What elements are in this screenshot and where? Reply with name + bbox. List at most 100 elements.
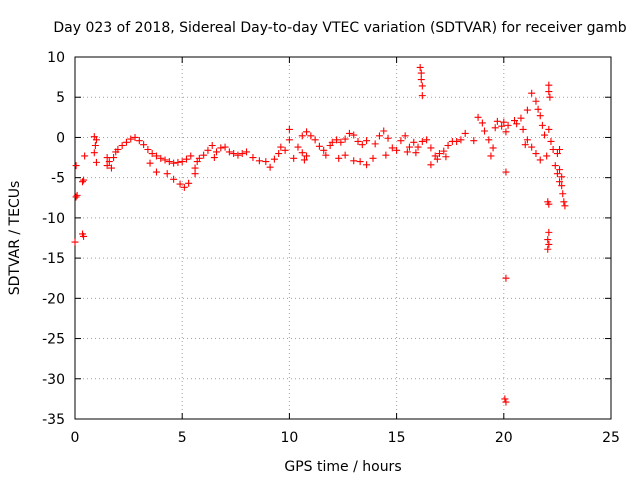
- data-point: [461, 129, 469, 137]
- data-point: [547, 137, 555, 145]
- data-point: [217, 144, 225, 152]
- data-point: [553, 150, 561, 158]
- data-point: [559, 190, 567, 198]
- data-point: [335, 154, 343, 162]
- data-point: [478, 119, 486, 127]
- data-point: [489, 144, 497, 152]
- data-point: [105, 158, 113, 166]
- data-point: [91, 141, 99, 149]
- data-point: [375, 132, 383, 140]
- data-point: [556, 146, 564, 154]
- data-point: [356, 158, 364, 166]
- data-point: [412, 149, 420, 157]
- y-tick-label: 0: [56, 130, 65, 146]
- data-point: [191, 164, 199, 172]
- data-point: [144, 146, 152, 154]
- data-point: [493, 117, 501, 125]
- data-point: [72, 193, 80, 201]
- data-point: [110, 154, 118, 162]
- data-point: [320, 146, 328, 154]
- data-point: [221, 143, 229, 151]
- data-point: [501, 395, 509, 403]
- data-point: [553, 170, 561, 178]
- data-point: [543, 152, 551, 160]
- data-point: [521, 141, 529, 149]
- data-point: [290, 154, 298, 162]
- data-point: [502, 168, 510, 176]
- data-point: [481, 127, 489, 135]
- data-point: [551, 162, 559, 170]
- data-point: [350, 131, 358, 139]
- data-point: [363, 161, 371, 169]
- y-tick-label: 10: [47, 50, 65, 66]
- data-point: [90, 149, 98, 157]
- x-axis-label: GPS time / hours: [284, 459, 401, 475]
- data-point: [73, 191, 81, 199]
- data-point: [444, 141, 452, 149]
- data-point: [311, 136, 319, 144]
- data-point: [182, 155, 190, 163]
- data-point: [544, 245, 552, 253]
- x-tick-label: 10: [280, 430, 298, 446]
- data-point: [401, 132, 409, 140]
- x-tick-label: 5: [178, 430, 187, 446]
- data-point: [388, 144, 396, 152]
- data-point: [170, 175, 178, 183]
- data-point: [369, 154, 377, 162]
- chart-title: Day 023 of 2018, Sidereal Day-to-day VTE…: [53, 20, 626, 36]
- data-point: [277, 143, 285, 151]
- data-point: [230, 150, 238, 158]
- data-point: [281, 146, 289, 154]
- data-point: [487, 152, 495, 160]
- data-point: [544, 236, 552, 244]
- data-point: [176, 180, 184, 188]
- data-point: [208, 141, 216, 149]
- data-point: [532, 150, 540, 158]
- data-point: [418, 82, 426, 90]
- data-point: [345, 129, 353, 137]
- data-point: [417, 76, 425, 84]
- y-tick-label: 5: [56, 90, 65, 106]
- data-point: [72, 162, 80, 170]
- data-point: [558, 173, 566, 181]
- data-point: [249, 154, 257, 162]
- data-point: [103, 162, 111, 170]
- data-point: [341, 151, 349, 159]
- data-point: [185, 179, 193, 187]
- y-tick-label: -30: [42, 372, 65, 388]
- y-tick-label: -25: [42, 332, 65, 348]
- data-point: [517, 114, 525, 122]
- data-point: [354, 137, 362, 145]
- data-point: [556, 166, 564, 174]
- data-point: [536, 112, 544, 120]
- y-tick-label: -5: [51, 171, 65, 187]
- data-point: [414, 143, 422, 151]
- tick-labels: 0 5 10 15 20 25 10 5 0 -5 -10 -15 -20 -25 -30 -35: [42, 50, 620, 446]
- data-point: [204, 146, 212, 154]
- data-point: [418, 92, 426, 100]
- data-point: [523, 136, 531, 144]
- data-point: [92, 136, 100, 144]
- data-point: [403, 148, 411, 156]
- data-point: [440, 147, 448, 155]
- data-point: [453, 137, 461, 145]
- data-point: [560, 198, 568, 206]
- data-point: [397, 137, 405, 145]
- x-tick-label: 0: [71, 430, 80, 446]
- data-point: [442, 153, 450, 161]
- data-point: [131, 133, 139, 141]
- data-point: [174, 158, 182, 166]
- data-point: [485, 136, 493, 144]
- data-point: [544, 198, 552, 206]
- data-point: [213, 148, 221, 156]
- data-point: [500, 118, 508, 126]
- data-point: [384, 134, 392, 142]
- data-point: [79, 178, 87, 186]
- data-point: [538, 121, 546, 129]
- data-point: [498, 122, 506, 130]
- y-tick-label: -20: [42, 291, 65, 307]
- data-point: [502, 128, 510, 136]
- grid: [75, 57, 611, 419]
- data-point: [122, 138, 130, 146]
- data-point: [303, 128, 311, 136]
